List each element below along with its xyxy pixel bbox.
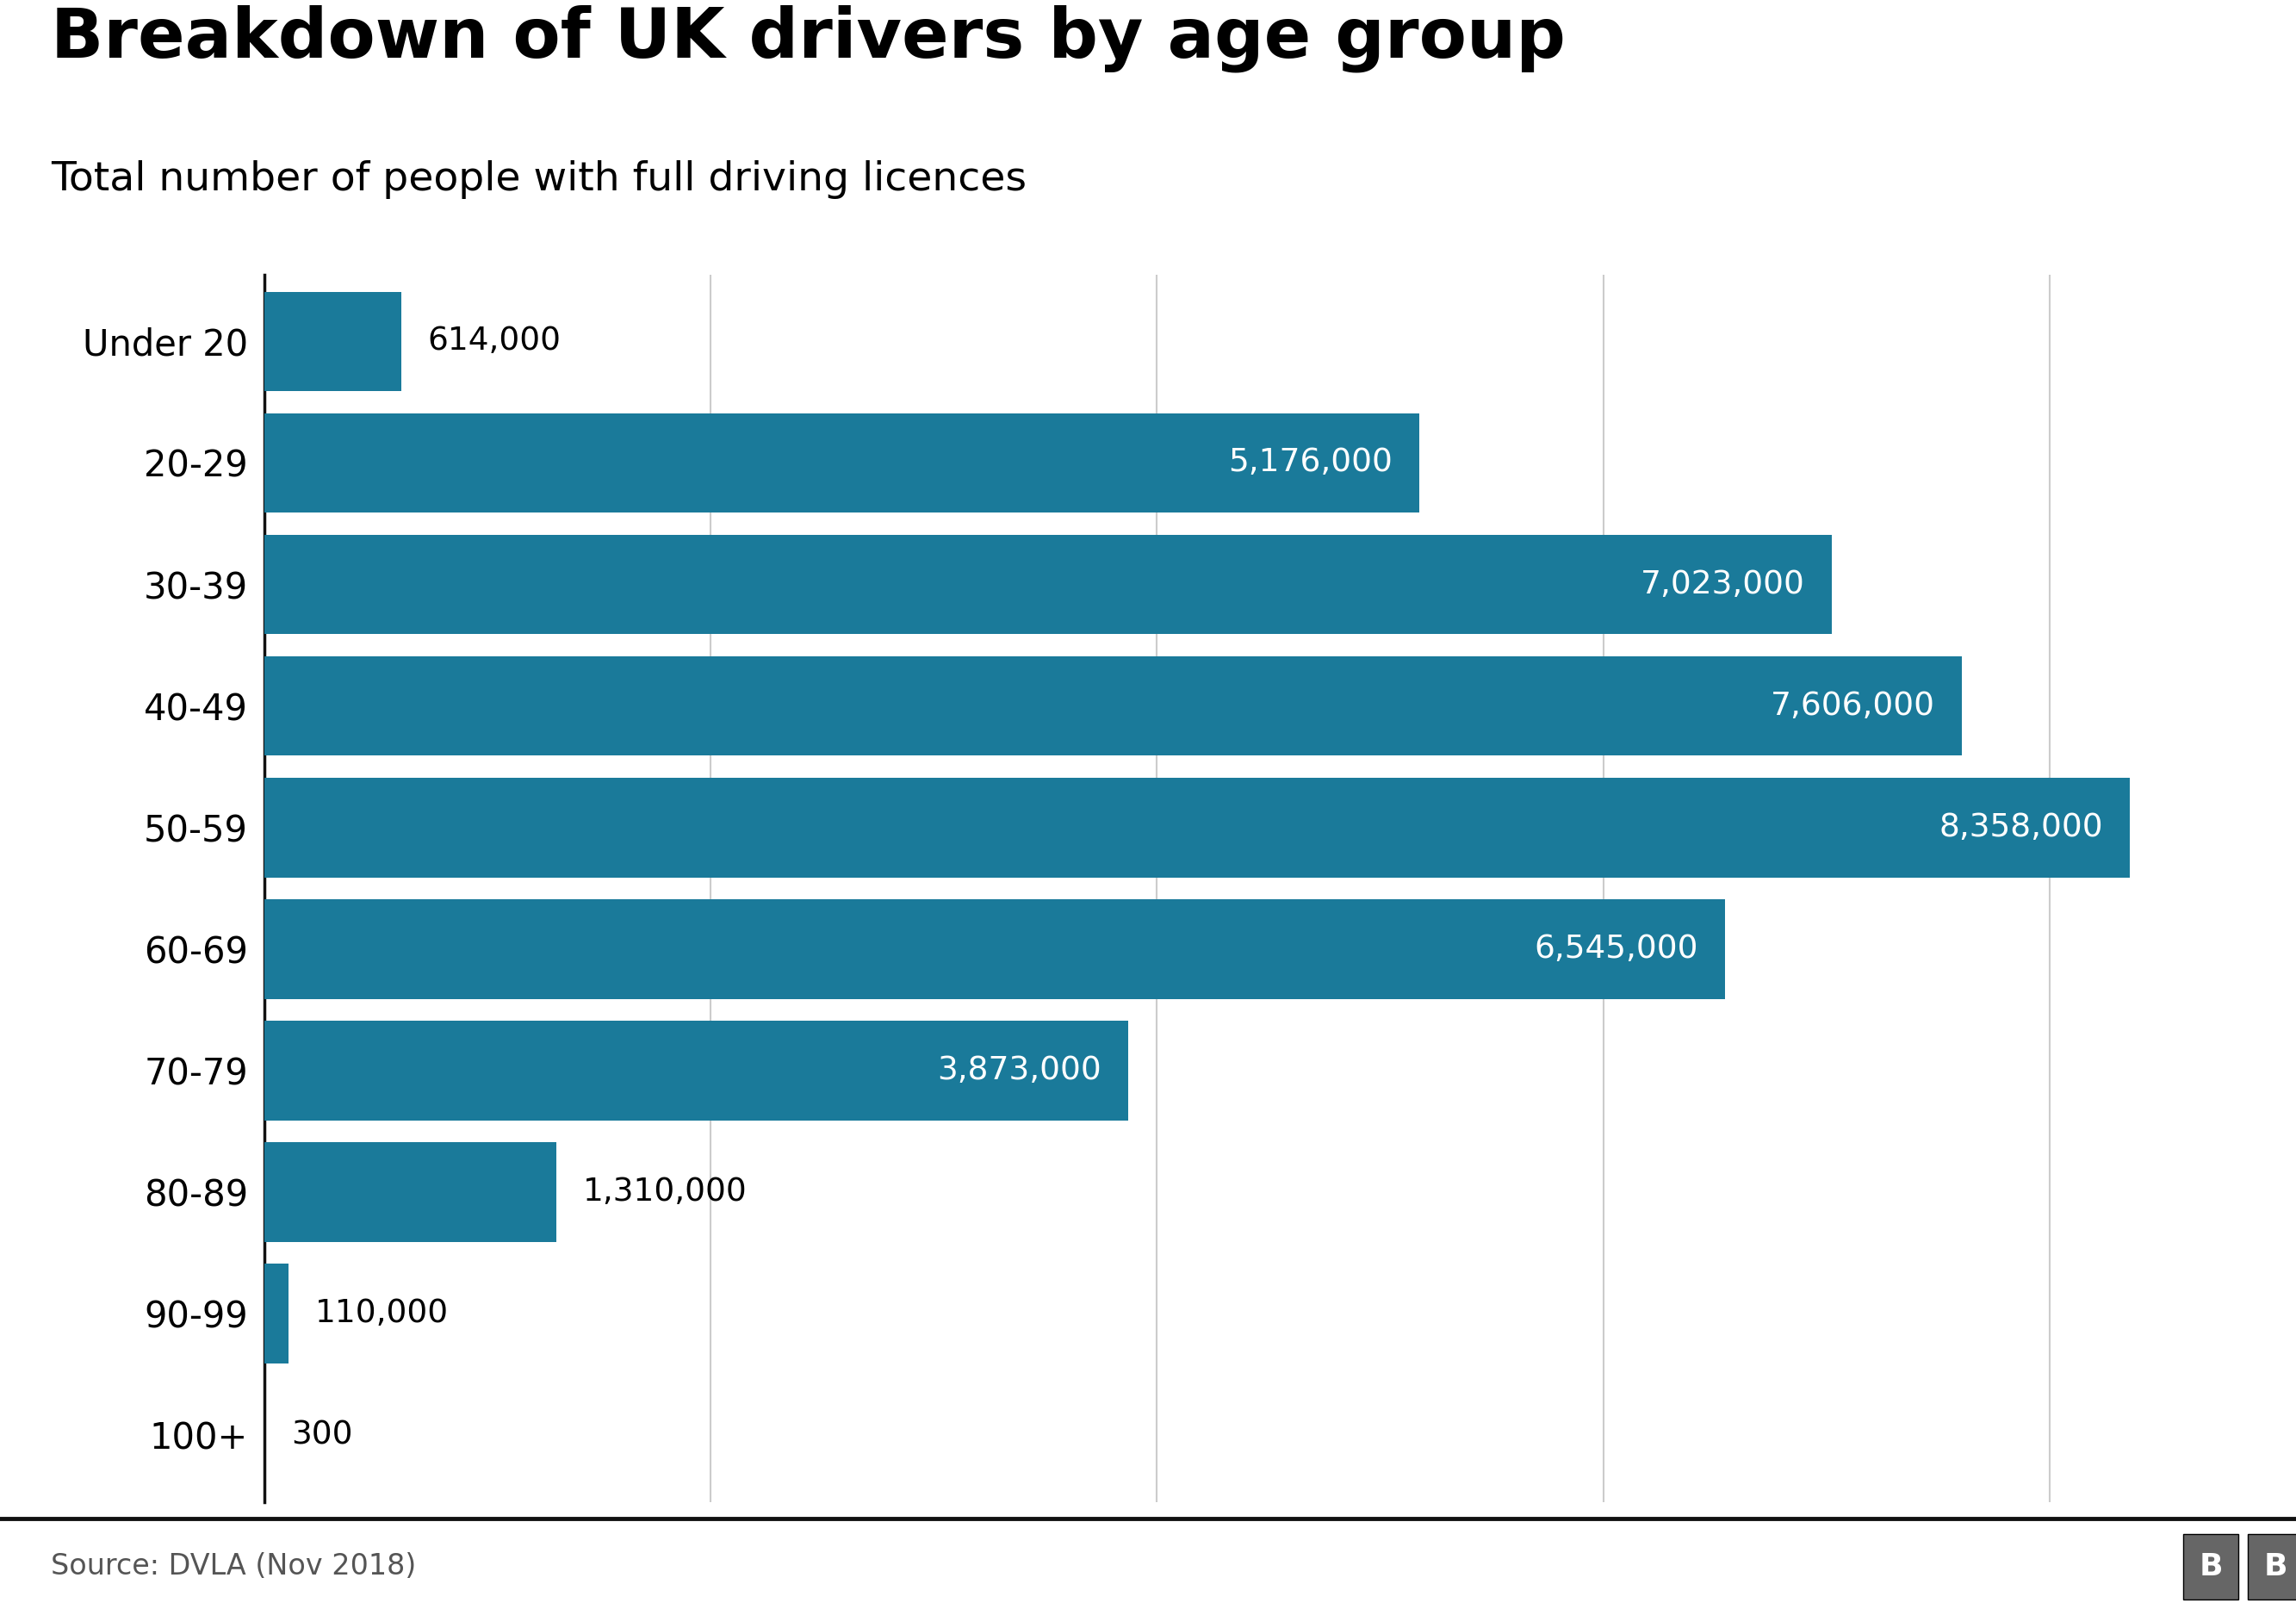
Bar [264, 656, 1961, 756]
Text: 110,000: 110,000 [315, 1298, 450, 1329]
Text: 8,358,000: 8,358,000 [1938, 812, 2103, 843]
Bar [264, 1265, 289, 1363]
Text: 1,310,000: 1,310,000 [583, 1177, 748, 1208]
Text: 300: 300 [292, 1420, 354, 1450]
Text: 5,176,000: 5,176,000 [1228, 447, 1394, 478]
Bar [264, 1142, 556, 1242]
Bar [264, 900, 1724, 998]
Text: Source: DVLA (Nov 2018): Source: DVLA (Nov 2018) [51, 1552, 416, 1581]
Text: B: B [2264, 1552, 2287, 1581]
Bar [264, 778, 2131, 877]
Text: Total number of people with full driving licences: Total number of people with full driving… [51, 160, 1026, 199]
Text: 6,545,000: 6,545,000 [1534, 933, 1699, 964]
Bar [264, 1021, 1130, 1121]
Text: 7,023,000: 7,023,000 [1642, 568, 1805, 599]
Bar [264, 292, 402, 391]
FancyBboxPatch shape [2248, 1534, 2296, 1599]
Text: Breakdown of UK drivers by age group: Breakdown of UK drivers by age group [51, 5, 1566, 73]
Text: 7,606,000: 7,606,000 [1770, 691, 1936, 722]
Bar [264, 413, 1419, 512]
Text: B: B [2200, 1552, 2223, 1581]
FancyBboxPatch shape [2183, 1534, 2239, 1599]
Text: 3,873,000: 3,873,000 [937, 1055, 1102, 1085]
Text: 614,000: 614,000 [427, 326, 563, 357]
Bar [264, 535, 1832, 635]
